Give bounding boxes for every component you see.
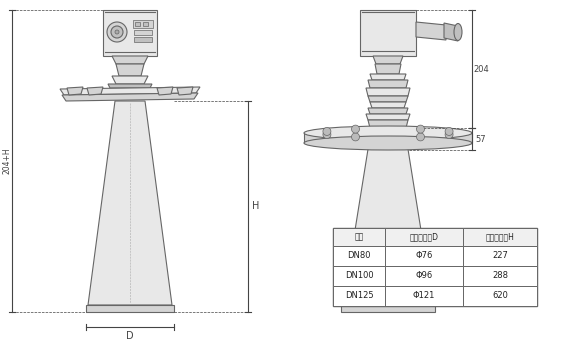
Text: 喇叭口高度H: 喇叭口高度H (485, 233, 514, 241)
Circle shape (352, 133, 360, 141)
Text: D: D (126, 331, 134, 341)
Polygon shape (87, 87, 103, 95)
Circle shape (417, 133, 424, 141)
Polygon shape (112, 76, 148, 84)
Text: 227: 227 (492, 252, 508, 261)
Text: Φ76: Φ76 (415, 252, 432, 261)
Bar (333, 266, 385, 286)
Circle shape (417, 125, 424, 133)
Bar (135, 22, 140, 26)
Polygon shape (116, 64, 144, 76)
Text: 57: 57 (476, 135, 486, 143)
Polygon shape (108, 84, 152, 88)
Circle shape (352, 125, 360, 133)
Text: 喇叭口直径D: 喇叭口直径D (410, 233, 439, 241)
Bar (463, 246, 537, 266)
Polygon shape (88, 101, 172, 305)
Polygon shape (341, 305, 435, 312)
Circle shape (445, 131, 453, 139)
Text: DN100: DN100 (345, 272, 373, 281)
Polygon shape (368, 96, 408, 102)
Polygon shape (368, 120, 408, 128)
Bar (333, 246, 385, 266)
Text: DN125: DN125 (345, 292, 373, 301)
Ellipse shape (304, 126, 472, 140)
Text: 288: 288 (492, 272, 508, 281)
Circle shape (107, 22, 127, 42)
Polygon shape (177, 87, 193, 95)
Text: H: H (252, 201, 259, 211)
Polygon shape (375, 64, 401, 74)
Bar (103, 10, 157, 56)
Bar (333, 228, 385, 246)
Bar (333, 228, 537, 306)
Ellipse shape (304, 136, 472, 150)
Bar (134, 37, 152, 42)
Bar (385, 228, 463, 246)
Polygon shape (60, 87, 200, 95)
Polygon shape (368, 108, 408, 114)
Polygon shape (366, 88, 410, 96)
Ellipse shape (454, 24, 462, 40)
Bar (134, 30, 152, 35)
Bar (133, 20, 153, 28)
Bar (463, 228, 537, 246)
Circle shape (323, 127, 331, 135)
Text: Φ96: Φ96 (415, 272, 432, 281)
Polygon shape (368, 80, 408, 88)
Bar (304, 133, 472, 143)
Bar (385, 266, 463, 286)
Text: 204+H: 204+H (2, 148, 11, 174)
Bar (463, 286, 537, 306)
Circle shape (445, 127, 453, 135)
Bar (385, 286, 463, 306)
Text: 204: 204 (473, 64, 489, 74)
Polygon shape (112, 56, 148, 64)
Bar (143, 22, 148, 26)
Polygon shape (370, 102, 406, 108)
Text: 620: 620 (492, 292, 508, 301)
Text: 法兰: 法兰 (354, 233, 364, 241)
Polygon shape (86, 305, 174, 312)
Bar (385, 246, 463, 266)
Polygon shape (157, 87, 173, 95)
Bar (463, 266, 537, 286)
Polygon shape (67, 87, 83, 95)
Bar (360, 10, 416, 56)
Text: Φ121: Φ121 (413, 292, 435, 301)
Polygon shape (62, 93, 198, 101)
Text: DN80: DN80 (347, 252, 371, 261)
Bar (333, 286, 385, 306)
Polygon shape (444, 23, 458, 41)
Polygon shape (373, 56, 403, 64)
Circle shape (111, 26, 123, 38)
Polygon shape (366, 114, 410, 120)
Polygon shape (370, 74, 406, 80)
Circle shape (323, 131, 331, 139)
Circle shape (115, 30, 119, 34)
Polygon shape (416, 22, 446, 40)
Polygon shape (343, 143, 433, 305)
